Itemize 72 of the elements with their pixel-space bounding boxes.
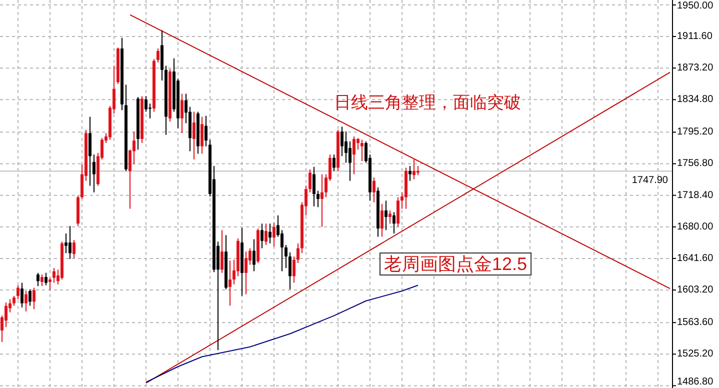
- y-tick-label: 1603.20: [677, 284, 714, 296]
- candlestick: [264, 223, 268, 246]
- candlestick: [220, 230, 224, 274]
- candlestick: [284, 244, 288, 268]
- candlestick: [288, 252, 292, 290]
- candlestick: [156, 48, 160, 63]
- candlestick: [44, 272, 48, 286]
- candlestick: [360, 139, 364, 162]
- candlestick: [396, 196, 400, 228]
- y-tick-label: 1834.80: [677, 94, 714, 106]
- candlestick: [416, 166, 420, 176]
- candlestick: [332, 154, 336, 172]
- candlestick: [88, 116, 92, 186]
- candlestick: [52, 267, 56, 284]
- candlestick: [144, 96, 148, 112]
- candlestick: [268, 223, 272, 244]
- candlestick: [340, 126, 344, 157]
- y-tick-label: 1641.60: [677, 252, 714, 264]
- y-tick-label: 1873.20: [677, 62, 714, 74]
- candlestick: [392, 212, 396, 234]
- candlestick: [352, 136, 356, 175]
- candlestick: [48, 277, 52, 291]
- candlestick: [320, 174, 324, 228]
- candlestick: [12, 295, 16, 306]
- candlestick: [24, 290, 28, 312]
- candlestick: [384, 200, 388, 231]
- candlestick: [260, 223, 264, 249]
- candlestick: [40, 274, 44, 287]
- y-tick-label: 1718.40: [677, 190, 714, 201]
- candlestick: [344, 131, 348, 164]
- candlestick: [192, 111, 196, 160]
- candlestick: [36, 272, 40, 287]
- candlestick: [388, 210, 392, 224]
- y-tick-label: 1795.20: [677, 126, 714, 138]
- candlestick: [4, 302, 8, 328]
- candlestick: [272, 222, 276, 248]
- candlestick: [380, 203, 384, 238]
- candlestick: [228, 260, 232, 306]
- y-tick-label: 1950.00: [677, 0, 714, 12]
- candlestick: [148, 103, 152, 119]
- candlestick: [28, 288, 32, 306]
- candlestick: [412, 158, 416, 180]
- y-tick-label: 1911.60: [677, 31, 713, 42]
- y-tick-label: 1756.80: [677, 158, 714, 170]
- candlestick: [16, 284, 20, 300]
- candlestick: [348, 140, 352, 182]
- y-tick-label: 1525.20: [677, 348, 714, 360]
- candlestick: [316, 190, 320, 208]
- candlestick: [64, 232, 68, 254]
- y-tick-label: 1563.60: [677, 317, 714, 328]
- candlestick: [252, 238, 256, 272]
- candlestick: [72, 240, 76, 259]
- annotation: 日线三角整理，面临突破: [334, 93, 521, 112]
- annotation: 老周画图点金12.5: [384, 254, 528, 274]
- candlestick: [308, 168, 312, 193]
- candlestick: [292, 256, 296, 284]
- candlestick: [20, 282, 24, 308]
- candlestick: [372, 177, 376, 203]
- candlestick: [68, 226, 72, 260]
- candlestick: [356, 138, 360, 150]
- candlestick: [408, 166, 412, 182]
- candlestick: [200, 116, 204, 154]
- y-tick-label: 1486.80: [677, 376, 714, 388]
- candlestick: [312, 166, 316, 207]
- y-tick-label: 1680.00: [677, 221, 714, 232]
- candlestick: [296, 242, 300, 264]
- candlestick: [92, 154, 96, 193]
- candlestick: [180, 93, 184, 134]
- candlestick: [244, 251, 248, 295]
- candlestick: [204, 115, 208, 147]
- candlestick: [32, 287, 36, 310]
- ref-line-label: 1747.90: [632, 175, 668, 186]
